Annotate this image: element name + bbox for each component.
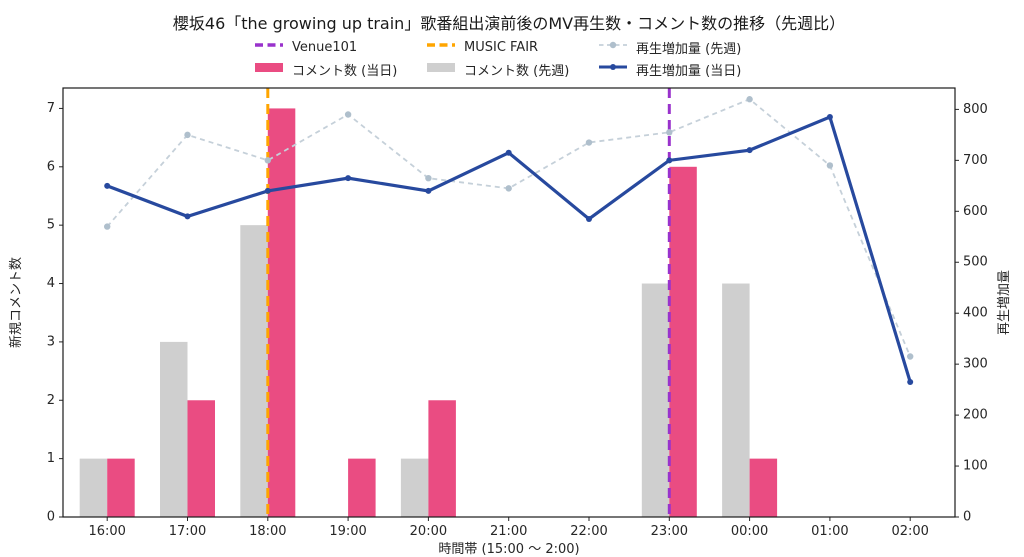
- bars-comments-today: [107, 108, 778, 518]
- legend-label: コメント数 (先週): [464, 63, 570, 79]
- bar: [187, 400, 215, 517]
- y-left-tick-label: 2: [47, 393, 55, 408]
- y-left-tick-label: 7: [47, 101, 55, 116]
- y-right-tick-label: 200: [963, 408, 988, 423]
- bar: [641, 283, 670, 517]
- legend-label: Venue101: [292, 39, 358, 55]
- line-views-lastweek: [104, 96, 914, 360]
- data-point-marker: [746, 147, 753, 154]
- bar: [722, 283, 750, 517]
- legend-item-music-fair: MUSIC FAIR: [426, 36, 598, 58]
- legend-item-venue101: Venue101: [254, 36, 426, 58]
- y-right-tick-label: 500: [963, 255, 988, 270]
- y-right-tick-label: 800: [963, 102, 988, 117]
- data-point-marker: [505, 185, 512, 192]
- x-tick-label: 00:00: [731, 524, 768, 539]
- data-point-marker: [345, 175, 352, 182]
- y-right-tick-label: 400: [963, 306, 988, 321]
- legend-label: 再生増加量 (先週): [636, 41, 742, 57]
- comments-today-bar-icon: [254, 60, 284, 78]
- data-point-marker: [907, 378, 914, 385]
- comments-lastweek-bar-icon: [426, 60, 456, 78]
- y-right-tick-label: 100: [963, 459, 988, 474]
- chart-title: 櫻坂46「the growing up train」歌番組出演前後のMV再生数・…: [172, 14, 846, 33]
- y-right-tick-label: 700: [963, 153, 988, 168]
- x-tick-label: 18:00: [249, 524, 286, 539]
- y-left-tick-label: 5: [47, 218, 55, 233]
- chart-legend: Venue101 MUSIC FAIR 再生増加量 (先週) コメント数 (当日…: [254, 36, 770, 80]
- x-tick-label: 02:00: [891, 524, 928, 539]
- x-tick-label: 17:00: [169, 524, 206, 539]
- data-point-marker: [104, 223, 111, 230]
- x-axis-label: 時間帯 (15:00 ～ 2:00): [438, 542, 579, 557]
- data-point-marker: [586, 215, 592, 222]
- data-point-marker: [826, 114, 833, 121]
- data-point-marker: [184, 213, 191, 220]
- x-tick-label: 22:00: [570, 524, 607, 539]
- plot-frame: [62, 87, 956, 518]
- data-point-marker: [666, 129, 673, 136]
- views-lastweek-line-icon: [598, 38, 628, 56]
- y-right-tick-label: 0: [963, 510, 971, 525]
- bar: [160, 341, 188, 517]
- x-tick-label: 01:00: [811, 524, 848, 539]
- legend-item-views-lastweek: 再生増加量 (先週): [598, 36, 770, 58]
- bar: [107, 458, 135, 517]
- venue101-dashed-line-icon: [254, 38, 284, 56]
- line-views-today: [104, 114, 914, 385]
- data-point-marker: [746, 96, 753, 103]
- x-tick-label: 21:00: [490, 524, 527, 539]
- music-fair-dashed-line-icon: [426, 38, 456, 56]
- legend-label: MUSIC FAIR: [464, 39, 539, 55]
- y-axis-label-right: 再生増加量: [997, 270, 1012, 335]
- views-today-line-icon: [598, 60, 628, 78]
- bar: [749, 458, 778, 517]
- data-point-marker: [104, 182, 111, 189]
- y-left-tick-label: 1: [47, 451, 55, 466]
- data-point-marker: [907, 353, 914, 360]
- x-tick-label: 20:00: [410, 524, 447, 539]
- y-right-tick-label: 300: [963, 357, 988, 372]
- y-left-tick-label: 3: [47, 334, 55, 349]
- y-left-tick-label: 4: [47, 276, 55, 291]
- data-point-marker: [264, 187, 271, 194]
- y-left-tick-label: 6: [47, 159, 55, 174]
- bar: [240, 225, 268, 517]
- data-point-marker: [425, 187, 432, 194]
- y-right-tick-label: 600: [963, 204, 988, 219]
- x-tick-label: 16:00: [88, 524, 125, 539]
- data-point-marker: [505, 149, 512, 156]
- y-axis-label-left: 新規コメント数: [8, 257, 24, 348]
- y-left-tick-label: 0: [47, 510, 55, 525]
- data-point-marker: [585, 139, 593, 146]
- legend-label: コメント数 (当日): [292, 63, 398, 79]
- x-tick-label: 19:00: [329, 524, 366, 539]
- data-point-marker: [184, 131, 191, 139]
- legend-item-comments-lastweek: コメント数 (先週): [426, 58, 598, 80]
- bar: [267, 108, 296, 517]
- bar: [669, 166, 697, 518]
- bar: [428, 400, 456, 517]
- bar: [348, 458, 376, 517]
- data-point-marker: [344, 111, 352, 118]
- legend-item-views-today: 再生増加量 (当日): [598, 58, 770, 80]
- bar: [400, 458, 429, 517]
- data-point-marker: [264, 157, 271, 164]
- legend-label: 再生増加量 (当日): [636, 63, 742, 79]
- bars-comments-lastweek: [79, 225, 750, 517]
- x-tick-label: 23:00: [651, 524, 688, 539]
- data-point-marker: [425, 174, 432, 182]
- data-point-marker: [666, 157, 673, 164]
- bar: [79, 458, 108, 517]
- legend-item-comments-today: コメント数 (当日): [254, 58, 426, 80]
- data-point-marker: [826, 162, 834, 169]
